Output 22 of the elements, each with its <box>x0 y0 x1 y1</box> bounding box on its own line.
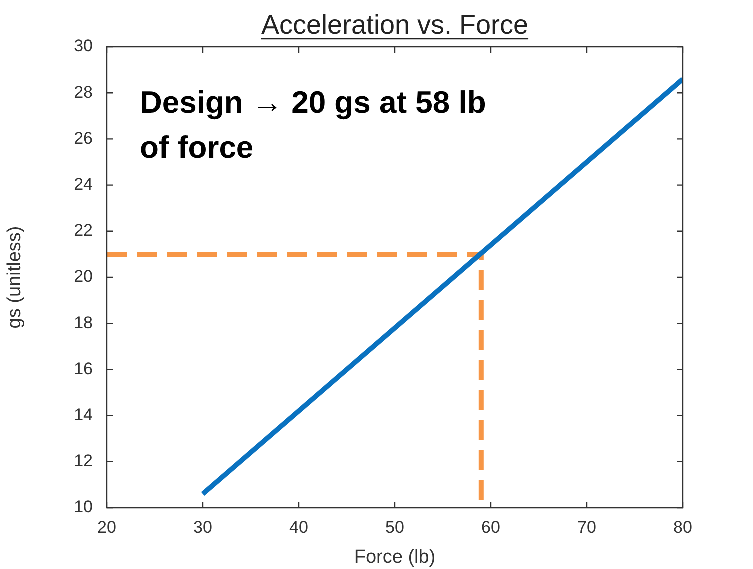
y-tick-label: 18 <box>74 313 93 332</box>
y-tick-label: 16 <box>74 359 93 378</box>
x-tick-label: 70 <box>578 518 596 537</box>
y-tick-label: 20 <box>74 267 93 286</box>
x-tick-label: 50 <box>386 518 404 537</box>
x-tick-label: 60 <box>482 518 500 537</box>
y-tick-label: 22 <box>74 221 93 240</box>
y-tick-label: 26 <box>74 128 93 148</box>
y-tick-label: 24 <box>74 174 93 194</box>
y-tick-label: 12 <box>74 452 93 471</box>
x-tick-label: 30 <box>194 518 212 537</box>
x-axis-title: Force (lb) <box>354 546 436 568</box>
y-tick-label: 28 <box>74 82 93 102</box>
y-tick-label: 14 <box>74 405 93 424</box>
chart-title: Acceleration vs. Force <box>261 10 529 40</box>
x-tick-label: 40 <box>290 518 308 537</box>
y-axis-title: gs (unitless) <box>4 226 26 329</box>
annotation: Design → 20 gs at 58 lb of force <box>140 85 486 165</box>
x-tick-label: 20 <box>98 518 116 537</box>
y-tick-label: 30 <box>74 36 93 56</box>
x-tick-label: 80 <box>674 518 692 537</box>
y-tick-label: 10 <box>74 498 93 517</box>
